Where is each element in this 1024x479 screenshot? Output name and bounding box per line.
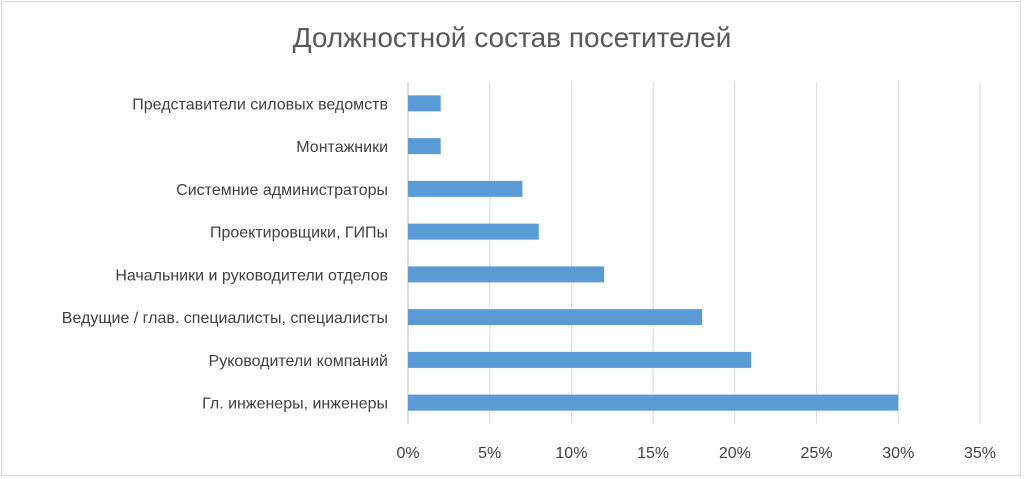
category-labels: Представители силовых ведомств Монтажники… xyxy=(62,96,388,412)
x-tick-label: 30% xyxy=(882,445,914,462)
x-tick-label: 20% xyxy=(719,445,751,462)
x-tick-label: 35% xyxy=(964,445,996,462)
bar xyxy=(408,180,523,197)
category-label: Системние администраторы xyxy=(176,182,388,199)
bar xyxy=(408,351,752,368)
x-tick-label: 25% xyxy=(801,445,833,462)
category-label: Представители силовых ведомств xyxy=(132,96,388,113)
category-label: Руководители компаний xyxy=(209,353,388,370)
x-tick-label: 0% xyxy=(396,445,419,462)
gridlines xyxy=(407,82,981,424)
bar xyxy=(408,394,899,411)
x-tick-label: 10% xyxy=(555,445,587,462)
bar xyxy=(408,309,703,326)
bars xyxy=(408,95,899,411)
category-label: Ведущие / глав. специалисты, специалисты xyxy=(62,310,388,327)
x-tick-label: 15% xyxy=(637,445,669,462)
category-label: Монтажники xyxy=(296,139,388,156)
category-label: Гл. инженеры, инженеры xyxy=(202,396,388,413)
category-label: Начальники и руководители отделов xyxy=(115,267,388,284)
bar xyxy=(408,223,539,240)
chart-title: Должностной состав посетителей xyxy=(293,22,732,53)
x-tick-labels: 0% 5% 10% 15% 20% 25% 30% 35% xyxy=(396,445,996,462)
bar xyxy=(408,95,441,112)
bar xyxy=(408,266,605,283)
bar xyxy=(408,138,441,155)
category-label: Проектировщики, ГИПы xyxy=(210,225,388,242)
x-tick-label: 5% xyxy=(478,445,501,462)
